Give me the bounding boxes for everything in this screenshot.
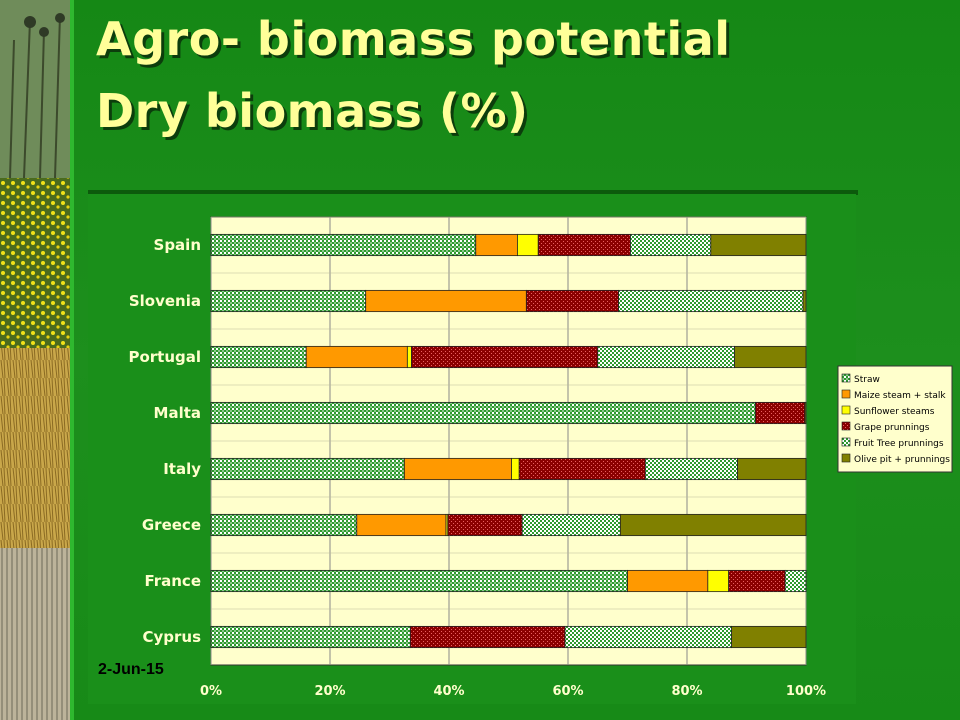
bar-segment <box>734 345 807 369</box>
slide-title-line-2: Dry biomass (%) <box>96 84 529 138</box>
legend-label: Maize steam + stalk <box>854 391 946 401</box>
bar-segment <box>627 569 709 593</box>
legend-swatch <box>841 437 851 447</box>
x-tick-label: 0% <box>200 684 222 699</box>
bar-segment <box>210 233 477 257</box>
bar-segment <box>210 345 307 369</box>
photo-wheat-ears <box>0 348 70 548</box>
x-tick-label: 100% <box>786 684 826 699</box>
bar-segment <box>210 513 358 537</box>
legend-label: Sunflower steams <box>854 407 935 417</box>
bar-segment <box>365 289 527 313</box>
legend-swatch <box>841 405 851 415</box>
bar-segment <box>356 513 447 537</box>
bar-segment <box>731 625 807 649</box>
bar-segment <box>411 345 599 369</box>
bar-segment <box>511 457 520 481</box>
y-category-label: Italy <box>163 460 201 478</box>
bar-segment <box>518 457 646 481</box>
bar-segment <box>517 233 539 257</box>
y-category-label: Slovenia <box>129 292 201 310</box>
bar-segment <box>784 569 807 593</box>
bar-segment <box>409 625 566 649</box>
x-tick-label: 60% <box>552 684 583 699</box>
bar-segment <box>210 569 628 593</box>
y-category-label: Malta <box>154 404 201 422</box>
photo-reed-field <box>0 548 70 720</box>
bar-segment <box>537 233 631 257</box>
bar-segment <box>804 401 807 425</box>
bar-segment <box>406 345 412 369</box>
bar-segment <box>210 401 756 425</box>
bar-segment <box>521 513 621 537</box>
bar-segment <box>755 401 806 425</box>
y-category-label: Portugal <box>128 348 201 366</box>
photo-divider <box>70 0 74 720</box>
bar-segment <box>737 457 807 481</box>
photo-rapeseed-flowers <box>0 178 70 348</box>
legend-label: Fruit Tree prunnings <box>854 439 944 449</box>
bar-segment <box>707 569 730 593</box>
stacked-bar-chart: 0% 20% 40% 60% 80% 100% Spain Slovenia Portugal M… <box>88 194 953 704</box>
bar-segment <box>525 289 619 313</box>
bar-segment <box>475 233 518 257</box>
bar-segment <box>710 233 807 257</box>
bar-segment <box>597 345 736 369</box>
bar-segment <box>403 457 512 481</box>
bar-segment <box>210 457 405 481</box>
title-rule <box>88 190 858 195</box>
bar-segment <box>802 289 807 313</box>
bar-segment <box>728 569 786 593</box>
bar-segment <box>447 513 523 537</box>
bar-segment <box>210 289 367 313</box>
y-category-label: Cyprus <box>142 628 201 646</box>
legend-swatch <box>841 421 851 431</box>
legend-label: Grape prunnings <box>854 423 930 433</box>
x-tick-label: 80% <box>671 684 702 699</box>
legend-label: Olive pit + prunnings <box>854 455 950 465</box>
y-category-label: Spain <box>154 236 201 254</box>
bar-segment <box>210 625 411 649</box>
bar-segment <box>305 345 408 369</box>
x-tick-label: 40% <box>433 684 464 699</box>
crop-photo-strip <box>0 0 70 720</box>
slide-title-line-1: Agro- biomass potential <box>96 12 731 66</box>
bar-segment <box>644 457 738 481</box>
bar-segment <box>630 233 712 257</box>
legend-swatch <box>841 373 851 383</box>
legend-label: Straw <box>854 375 880 385</box>
legend-box <box>837 365 953 473</box>
legend-swatch <box>841 389 851 399</box>
legend-swatch <box>841 453 851 463</box>
bar-segment <box>618 289 804 313</box>
bar-segment <box>619 513 807 537</box>
bar-segment <box>564 625 733 649</box>
y-category-label: Greece <box>142 516 201 534</box>
y-category-label: France <box>144 572 201 590</box>
x-tick-label: 20% <box>314 684 345 699</box>
slide-date: 2-Jun-15 <box>98 661 164 678</box>
